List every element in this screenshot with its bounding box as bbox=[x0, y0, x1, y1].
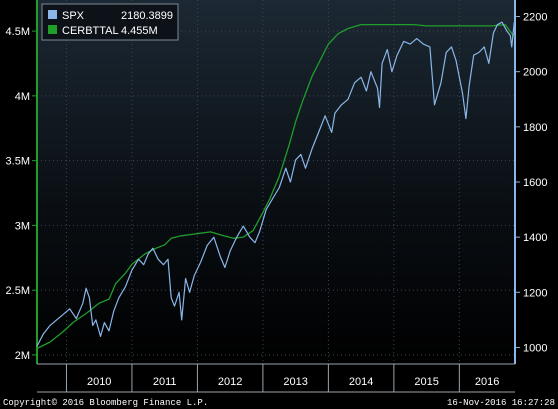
left-tick-label: 4M bbox=[15, 91, 30, 103]
legend-value-cerbttal: 4.455M bbox=[121, 25, 158, 37]
legend-box bbox=[41, 3, 179, 41]
right-tick-label: 2200 bbox=[523, 12, 547, 24]
right-tick-label: 1800 bbox=[523, 122, 547, 134]
legend-value-spx: 2180.3899 bbox=[121, 10, 173, 22]
x-tick-label: 2015 bbox=[414, 376, 438, 388]
x-tick-label: 2011 bbox=[153, 376, 177, 388]
legend: SPX 2180.3899 CERBTTAL 4.455M bbox=[41, 3, 179, 41]
x-axis: 2010 2011 2012 2013 2014 2015 2016 bbox=[37, 363, 515, 393]
x-tick-label: 2012 bbox=[218, 376, 242, 388]
left-tick-label: 3M bbox=[15, 220, 30, 232]
x-tick-label: 2014 bbox=[349, 376, 373, 388]
left-tick-label: 4.5M bbox=[6, 26, 30, 38]
right-axis: 1000 1200 1400 1600 1800 2000 2200 bbox=[514, 0, 547, 364]
left-tick-label: 2M bbox=[15, 350, 30, 362]
legend-swatch-cerbttal bbox=[48, 25, 57, 34]
plot-area bbox=[37, 0, 515, 364]
legend-label-spx: SPX bbox=[62, 10, 85, 22]
series-line-spx bbox=[36, 21, 515, 347]
right-tick-label: 1200 bbox=[523, 287, 547, 299]
left-axis: 2M 2.5M 3M 3.5M 4M 4.5M bbox=[6, 0, 38, 364]
legend-swatch-spx bbox=[48, 10, 57, 19]
right-tick-label: 2000 bbox=[523, 67, 547, 79]
x-tick-label: 2016 bbox=[475, 376, 499, 388]
x-tick-label: 2013 bbox=[283, 376, 307, 388]
series-line-cerbttal bbox=[36, 23, 515, 350]
footer-timestamp: 16-Nov-2016 16:27:28 bbox=[447, 398, 555, 408]
right-tick-label: 1600 bbox=[523, 177, 547, 189]
x-tick-label: 2010 bbox=[87, 376, 111, 388]
left-tick-label: 3.5M bbox=[6, 156, 30, 168]
series-layer bbox=[36, 21, 515, 350]
right-tick-label: 1400 bbox=[523, 232, 547, 244]
legend-label-cerbttal: CERBTTAL bbox=[62, 25, 119, 37]
grid-lines bbox=[37, 0, 515, 364]
right-tick-label: 1000 bbox=[523, 342, 547, 354]
left-tick-label: 2.5M bbox=[6, 285, 30, 297]
footer-copyright: Copyright© 2016 Bloomberg Finance L.P. bbox=[3, 398, 208, 408]
